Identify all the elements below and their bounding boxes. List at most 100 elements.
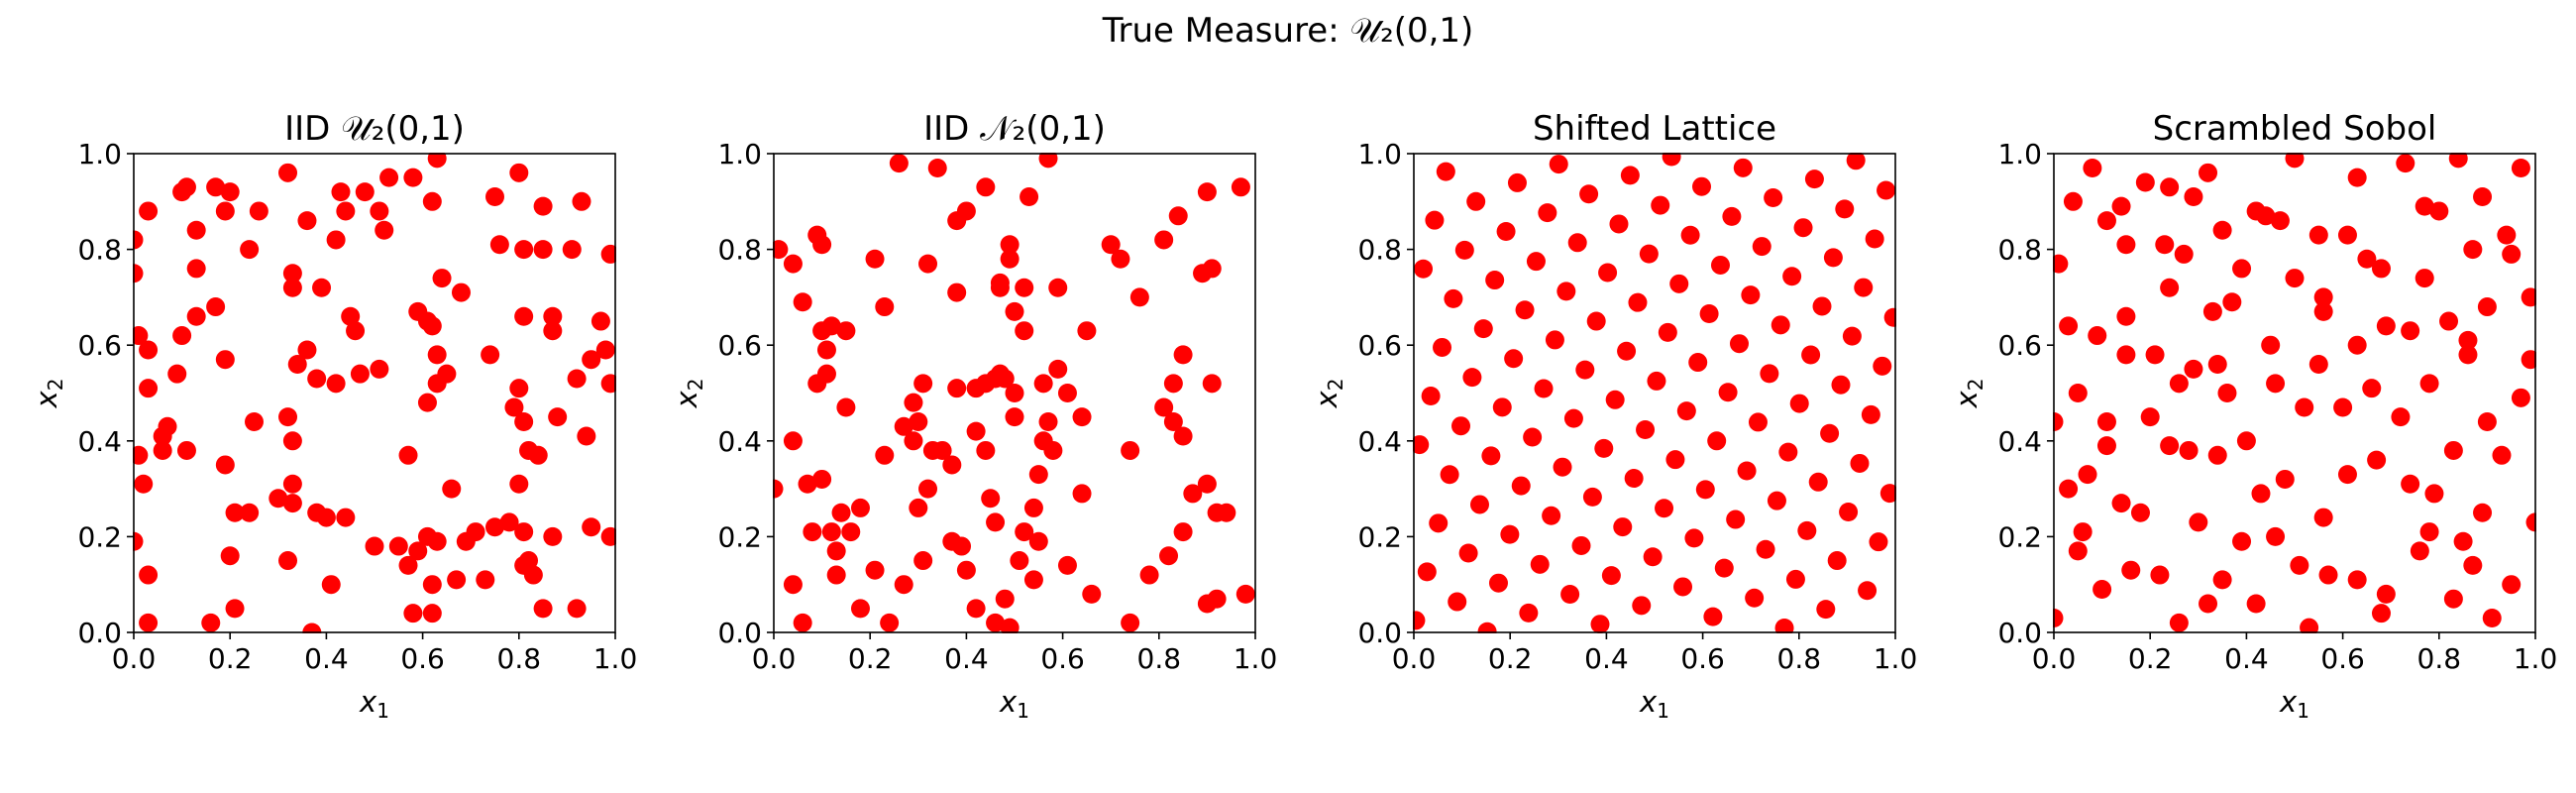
data-point: [370, 359, 389, 379]
data-point: [1760, 364, 1779, 384]
x-tick-label: 0.2: [208, 642, 253, 675]
data-point: [2073, 522, 2093, 542]
data-point: [577, 426, 596, 446]
data-point: [278, 407, 298, 427]
data-point: [282, 431, 302, 451]
data-point: [1048, 278, 1068, 297]
y-tick-label: 0.6: [1357, 329, 1402, 362]
data-point: [1741, 285, 1761, 305]
data-point: [2371, 259, 2391, 279]
data-point: [523, 565, 543, 585]
data-point: [894, 416, 913, 436]
data-point: [2053, 411, 2064, 431]
data-point: [1598, 263, 1618, 283]
data-point: [567, 369, 587, 389]
data-point: [1057, 555, 1077, 575]
data-point: [590, 311, 610, 331]
data-point: [1515, 300, 1535, 320]
data-point: [139, 613, 159, 632]
data-point: [186, 220, 206, 240]
data-point: [2160, 278, 2180, 297]
data-point: [2212, 220, 2232, 240]
data-point: [1173, 345, 1193, 365]
data-point: [1458, 543, 1478, 563]
data-point: [2096, 436, 2116, 456]
data-point: [875, 297, 895, 317]
x-axis-label: x1: [1639, 685, 1669, 723]
data-point: [1673, 577, 1693, 597]
data-point: [2463, 240, 2483, 260]
data-point: [1831, 375, 1851, 395]
data-point: [1139, 565, 1159, 585]
axes-frame: [1413, 153, 1896, 633]
data-point: [2053, 254, 2069, 274]
data-point: [1488, 573, 1508, 593]
y-tick-label: 1.0: [717, 138, 762, 170]
data-point: [875, 445, 895, 465]
data-point: [1163, 374, 1183, 394]
x-axis-label: x1: [999, 685, 1029, 723]
data-point: [1782, 267, 1802, 286]
data-point: [1168, 206, 1188, 226]
data-point: [2497, 225, 2517, 245]
data-point: [2521, 287, 2536, 307]
figure-suptitle: True Measure: 𝒰₂(0,1): [1102, 11, 1474, 51]
data-point: [1015, 278, 1034, 297]
data-point: [1473, 319, 1493, 339]
y-tick-label: 0.2: [77, 520, 122, 553]
data-point: [365, 536, 384, 556]
data-point: [331, 182, 351, 202]
data-point: [2419, 522, 2439, 542]
x-tick-label: 0.0: [752, 642, 797, 675]
data-point: [2482, 609, 2502, 628]
x-tick-label: 0.8: [497, 642, 542, 675]
data-point: [186, 259, 206, 279]
x-tick-label: 0.8: [1777, 642, 1822, 675]
data-point: [1722, 206, 1742, 226]
data-point: [2184, 186, 2203, 206]
data-point: [2396, 154, 2415, 173]
y-tick-label: 0.4: [717, 425, 762, 458]
data-point: [2246, 594, 2266, 614]
data-point: [1582, 487, 1602, 507]
data-point: [2333, 397, 2353, 417]
data-point: [201, 613, 221, 632]
data-point: [1778, 442, 1798, 462]
data-point: [514, 522, 534, 542]
data-point: [1567, 233, 1587, 253]
data-point: [1038, 411, 1058, 431]
y-axis-label: x2: [1310, 379, 1347, 409]
data-point: [2160, 177, 2180, 197]
data-point: [976, 177, 996, 197]
data-point: [1812, 296, 1832, 316]
data-point: [2202, 301, 2222, 321]
data-point: [1858, 581, 1878, 601]
data-point: [2391, 407, 2411, 427]
data-point: [2189, 512, 2208, 532]
data-point: [282, 264, 302, 283]
data-point: [476, 570, 495, 590]
data-point: [567, 599, 587, 619]
data-point: [865, 249, 885, 269]
y-tick-label: 0.4: [77, 425, 122, 458]
data-point: [783, 254, 803, 274]
data-point: [1433, 337, 1452, 357]
data-point: [1077, 321, 1097, 341]
data-point: [2371, 604, 2391, 623]
data-point: [442, 479, 462, 499]
data-point: [1827, 551, 1847, 571]
data-point: [1481, 446, 1501, 466]
data-point: [1620, 166, 1640, 185]
data-point: [2511, 158, 2530, 177]
x-axis-label: x1: [2279, 685, 2309, 723]
x-tick-label: 0.4: [304, 642, 349, 675]
axes-frame: [773, 153, 1256, 633]
data-point: [1413, 435, 1430, 455]
data-point: [1028, 531, 1048, 551]
data-point: [1842, 326, 1862, 346]
data-point: [297, 340, 317, 360]
data-point: [942, 455, 962, 475]
data-point: [355, 182, 375, 202]
data-point: [2121, 560, 2141, 580]
data-point: [543, 526, 563, 546]
